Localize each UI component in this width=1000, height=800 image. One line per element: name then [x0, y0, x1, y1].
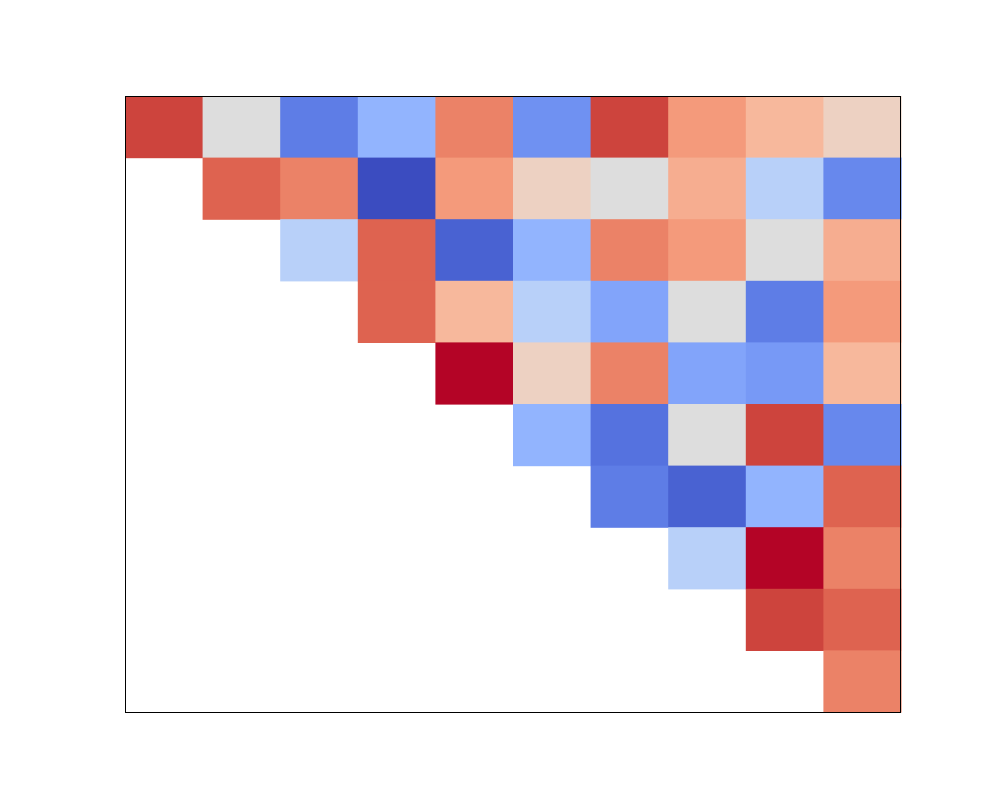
- heatmap-cell-r6-c7: [668, 465, 747, 528]
- heatmap-cell-r2-c4: [435, 219, 514, 282]
- heatmap-cell-r5-c5: [513, 404, 592, 467]
- heatmap-cell-r5-c6: [590, 404, 669, 467]
- heatmap-cell-r3-c5: [513, 280, 592, 343]
- plot-frame: [125, 96, 901, 713]
- heatmap-cell-r2-c9: [823, 219, 902, 282]
- heatmap-cell-r8-c9: [823, 588, 902, 651]
- heatmap-cell-r3-c3: [357, 280, 436, 343]
- heatmap-cell-r2-c7: [668, 219, 747, 282]
- heatmap-cell-r0-c8: [745, 96, 824, 159]
- heatmap-cell-r1-c6: [590, 157, 669, 220]
- heatmap-cell-r5-c7: [668, 404, 747, 467]
- heatmap-cell-r2-c3: [357, 219, 436, 282]
- heatmap-cell-r3-c6: [590, 280, 669, 343]
- heatmap-cell-r8-c8: [745, 588, 824, 651]
- heatmap-cell-r3-c4: [435, 280, 514, 343]
- heatmap-cell-r4-c5: [513, 342, 592, 405]
- heatmap-cell-r6-c9: [823, 465, 902, 528]
- heatmap-cell-r1-c8: [745, 157, 824, 220]
- heatmap-cell-r4-c9: [823, 342, 902, 405]
- heatmap-cell-r2-c2: [280, 219, 359, 282]
- heatmap-cell-r4-c7: [668, 342, 747, 405]
- heatmap-cell-r4-c8: [745, 342, 824, 405]
- heatmap-cell-r0-c7: [668, 96, 747, 159]
- heatmap-cell-r7-c8: [745, 527, 824, 590]
- heatmap-cell-r0-c3: [357, 96, 436, 159]
- heatmap-cell-r7-c9: [823, 527, 902, 590]
- heatmap-cell-r0-c4: [435, 96, 514, 159]
- heatmap-cell-r6-c8: [745, 465, 824, 528]
- heatmap-cell-r1-c3: [357, 157, 436, 220]
- heatmap-cell-r2-c6: [590, 219, 669, 282]
- heatmap-cell-r5-c8: [745, 404, 824, 467]
- heatmap-cell-r3-c7: [668, 280, 747, 343]
- heatmap-cell-r4-c6: [590, 342, 669, 405]
- heatmap-cell-r5-c9: [823, 404, 902, 467]
- heatmap-cell-r1-c4: [435, 157, 514, 220]
- heatmap-cell-r4-c4: [435, 342, 514, 405]
- heatmap-cell-r7-c7: [668, 527, 747, 590]
- heatmap-cell-r2-c8: [745, 219, 824, 282]
- heatmap-cell-r0-c1: [202, 96, 281, 159]
- heatmap-cell-r0-c0: [125, 96, 204, 159]
- heatmap-cell-r1-c7: [668, 157, 747, 220]
- heatmap-cell-r3-c9: [823, 280, 902, 343]
- heatmap-cell-r1-c1: [202, 157, 281, 220]
- heatmap-cell-r6-c6: [590, 465, 669, 528]
- heatmap-cell-r0-c2: [280, 96, 359, 159]
- heatmap-cell-r9-c9: [823, 650, 902, 713]
- heatmap-cell-r1-c5: [513, 157, 592, 220]
- heatmap-cell-r1-c9: [823, 157, 902, 220]
- heatmap-cells: [125, 96, 902, 713]
- heatmap-cell-r2-c5: [513, 219, 592, 282]
- heatmap-cell-r0-c9: [823, 96, 902, 159]
- heatmap-cell-r0-c5: [513, 96, 592, 159]
- heatmap-cell-r0-c6: [590, 96, 669, 159]
- heatmap-cell-r3-c8: [745, 280, 824, 343]
- heatmap-cell-r1-c2: [280, 157, 359, 220]
